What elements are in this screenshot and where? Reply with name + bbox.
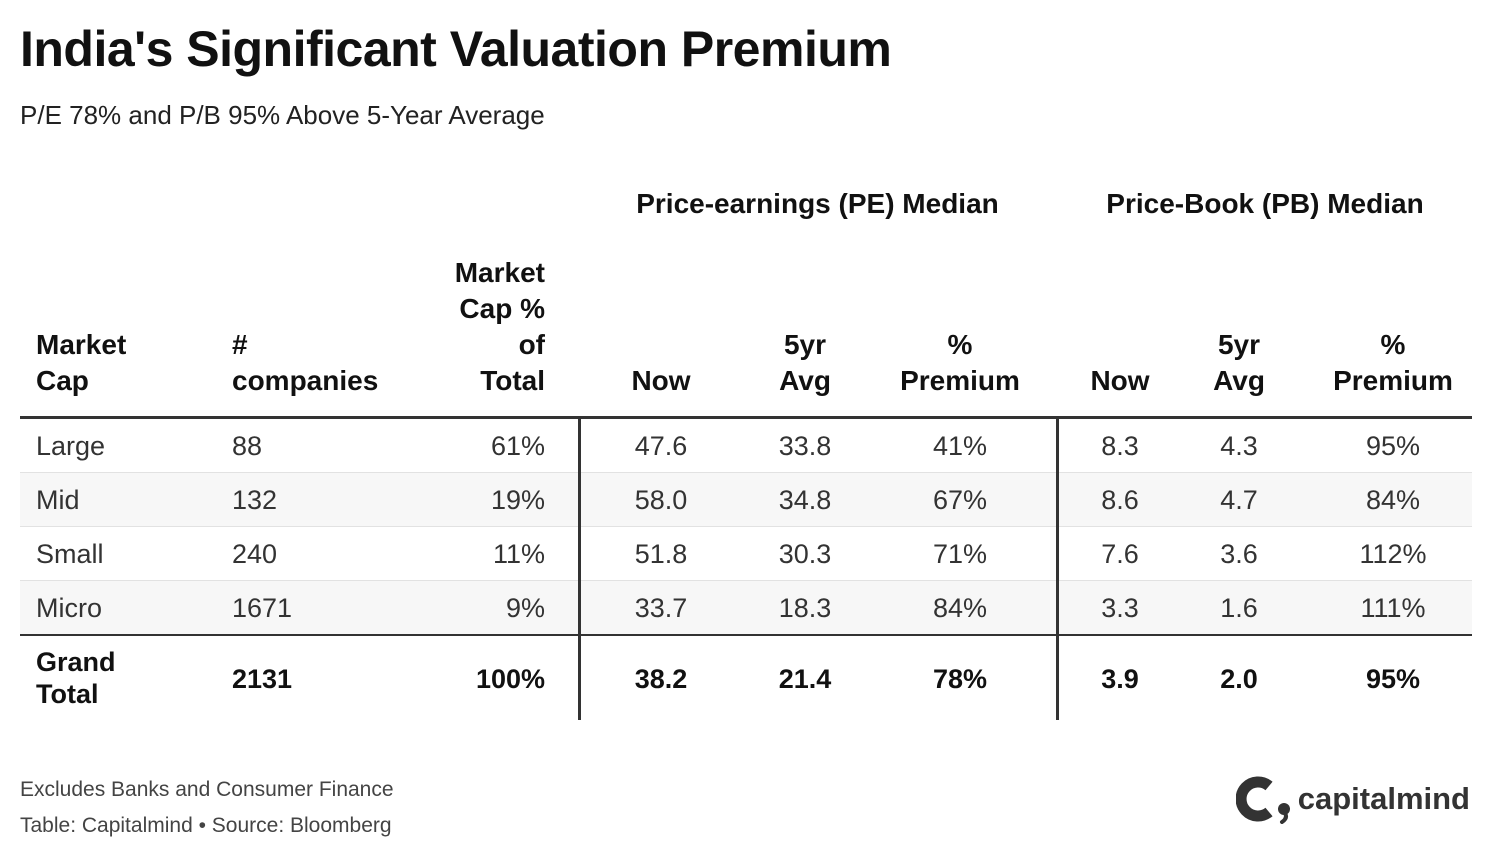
cell-share: 9%	[505, 593, 545, 623]
cell-pb-avg: 3.6	[1220, 539, 1258, 569]
cell-pb-prem: 95%	[1365, 431, 1421, 461]
row-divider	[20, 580, 1472, 581]
row-divider	[20, 526, 1472, 527]
footer-source: Table: Capitalmind • Source: Bloomberg	[20, 814, 392, 837]
cell-share: 61%	[490, 431, 545, 461]
pb-group-header: Price-Book (PB) Median	[1106, 188, 1424, 219]
total-share: 100%	[475, 664, 545, 694]
total-pe-now: 38.2	[634, 664, 688, 694]
cell-share: 11%	[492, 539, 545, 569]
cell-pb-prem: 84%	[1365, 485, 1421, 515]
footer-note: Excludes Banks and Consumer Finance	[20, 778, 394, 801]
header-pb-premium: % Premium	[1333, 329, 1453, 396]
cell-market-cap: Micro	[36, 593, 102, 623]
row-divider	[20, 472, 1472, 473]
header-pe-now: Now	[631, 365, 691, 396]
cell-pe-prem: 41%	[932, 431, 988, 461]
total-pe-5yr-avg: 21.4	[778, 664, 832, 694]
capitalmind-logo: capitalmind	[1235, 774, 1470, 824]
cell-pe-avg: 30.3	[778, 539, 832, 569]
cell-pb-now: 8.6	[1101, 485, 1139, 515]
cell-pe-now: 33.7	[634, 593, 688, 623]
cell-companies: 132	[232, 485, 278, 515]
table-row	[20, 473, 1472, 527]
header-pb-now: Now	[1090, 365, 1150, 396]
cell-pe-now: 51.8	[634, 539, 688, 569]
cell-pe-avg: 33.8	[778, 431, 832, 461]
cell-pb-prem: 111%	[1360, 593, 1426, 623]
total-rule	[20, 634, 1472, 636]
header-market-cap: Market Cap	[36, 329, 127, 396]
cell-pe-prem: 84%	[932, 593, 988, 623]
cell-pb-avg: 4.3	[1220, 431, 1258, 461]
cell-market-cap: Mid	[36, 485, 80, 515]
cell-pe-avg: 34.8	[778, 485, 832, 515]
cell-pb-now: 3.3	[1101, 593, 1139, 623]
cell-pb-avg: 4.7	[1220, 485, 1258, 515]
cell-pb-prem: 112%	[1359, 539, 1427, 569]
pe-section-divider	[578, 419, 581, 720]
chart-subtitle: P/E 78% and P/B 95% Above 5-Year Average	[20, 100, 545, 130]
cell-market-cap: Small	[36, 539, 104, 569]
table-row	[20, 581, 1472, 635]
header-pe-5yr-avg: 5yr Avg	[779, 329, 831, 396]
cell-companies: 88	[232, 431, 263, 461]
cell-pb-now: 8.3	[1101, 431, 1139, 461]
total-pe-premium: 78%	[932, 664, 988, 694]
total-companies: 2131	[232, 664, 293, 694]
total-pb-5yr-avg: 2.0	[1220, 664, 1258, 694]
pb-section-divider	[1056, 419, 1059, 720]
cell-pe-prem: 67%	[932, 485, 988, 515]
header-pe-premium: % Premium	[900, 329, 1020, 396]
cell-companies: 1671	[232, 593, 293, 623]
cell-pe-avg: 18.3	[778, 593, 832, 623]
cell-share: 19%	[490, 485, 545, 515]
cell-pe-now: 47.6	[634, 431, 688, 461]
chart-title: India's Significant Valuation Premium	[20, 21, 892, 77]
capitalmind-logo-icon	[1235, 776, 1290, 824]
total-pb-premium: 95%	[1365, 664, 1421, 694]
cell-pe-now: 58.0	[634, 485, 688, 515]
header-market-cap-share: Market Cap % of Total	[454, 257, 545, 396]
logo-text: capitalmind	[1297, 781, 1470, 816]
cell-market-cap: Large	[36, 431, 106, 461]
cell-pe-prem: 71%	[932, 539, 988, 569]
header-rule	[20, 416, 1472, 419]
cell-pb-avg: 1.6	[1220, 593, 1258, 623]
pe-group-header: Price-earnings (PE) Median	[636, 188, 999, 219]
cell-pb-now: 7.6	[1101, 539, 1139, 569]
header-pb-5yr-avg: 5yr Avg	[1213, 329, 1265, 396]
cell-companies: 240	[232, 539, 278, 569]
total-pb-now: 3.9	[1101, 664, 1139, 694]
header-companies: # companies	[232, 329, 379, 396]
total-label: Grand Total	[36, 647, 116, 709]
